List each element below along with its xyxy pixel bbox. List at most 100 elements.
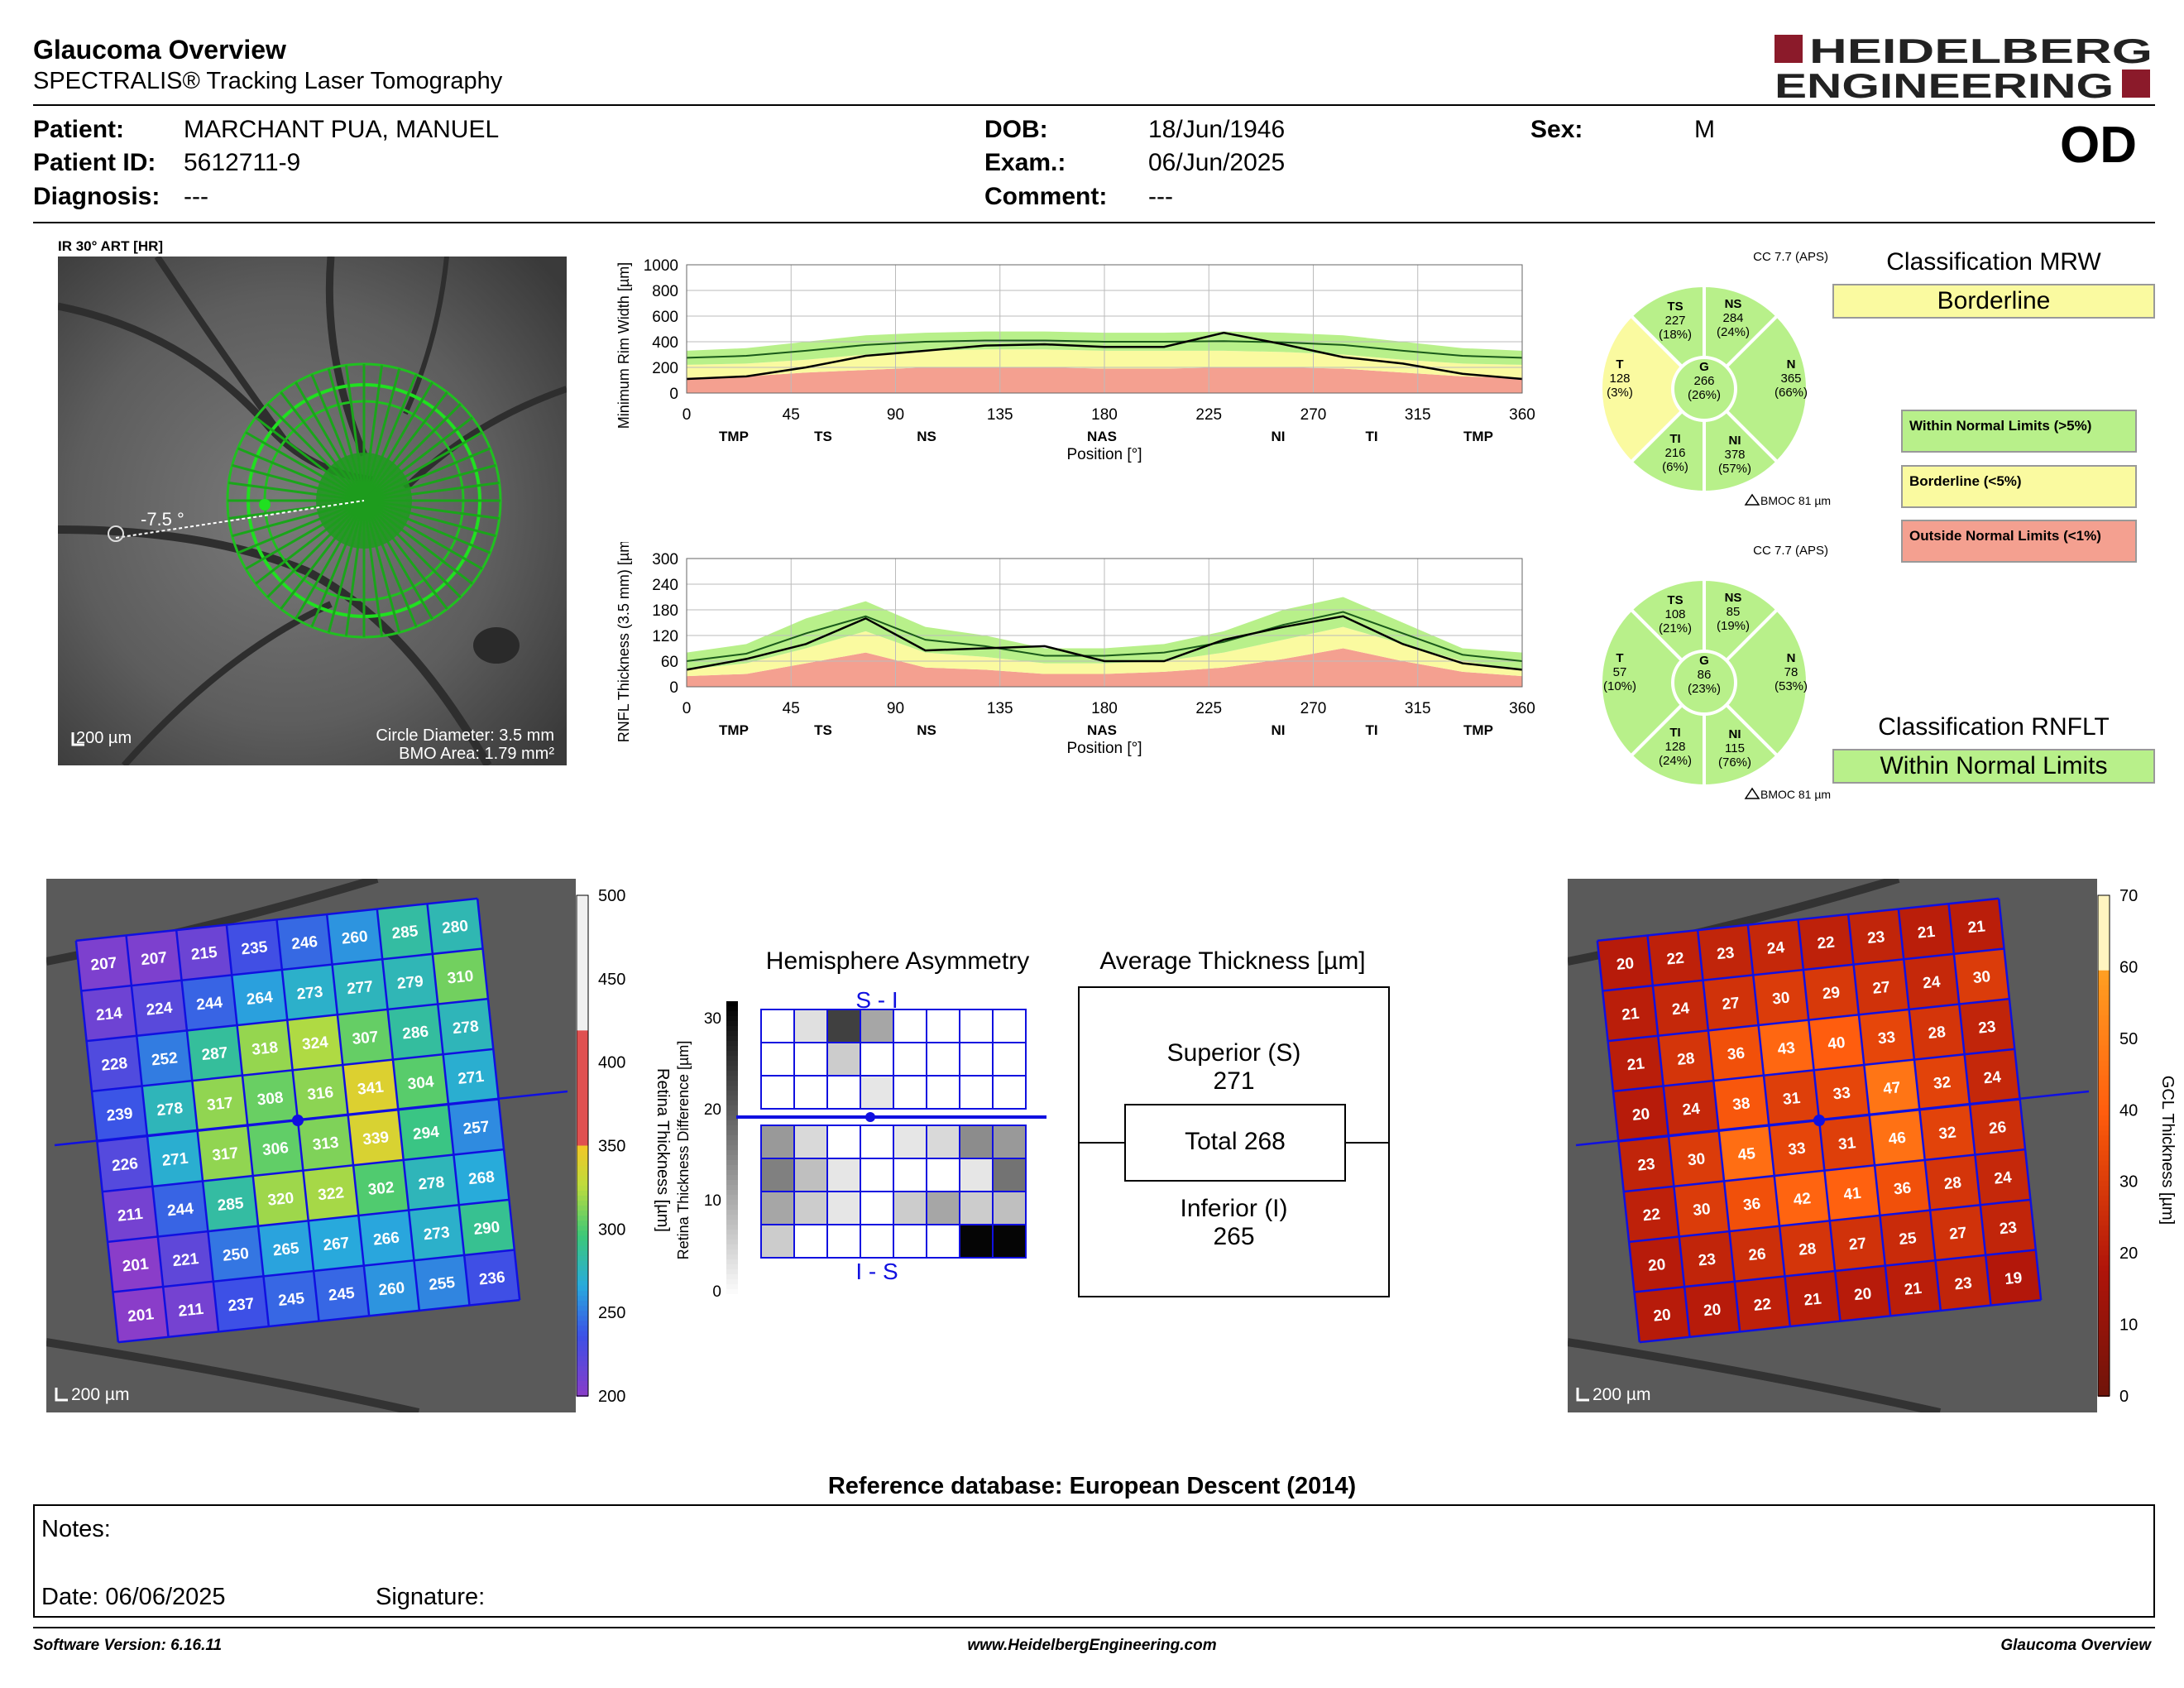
map-cell — [1959, 999, 2015, 1055]
sector-name: TI — [1669, 432, 1680, 446]
sex-value: M — [1694, 116, 1715, 143]
asymmetry-cell — [826, 1009, 861, 1043]
map-cell-value: 273 — [423, 1224, 451, 1244]
map-cell — [1985, 1249, 2042, 1306]
x-tick: 270 — [1300, 700, 1327, 717]
map-cell-value: 41 — [1842, 1185, 1862, 1204]
map-cell-value: 28 — [1928, 1024, 1947, 1043]
map-cell — [1658, 1030, 1714, 1086]
map-cell — [1698, 924, 1754, 981]
superior-label: Superior (S) — [1166, 1039, 1301, 1067]
map-cell-value: 341 — [357, 1078, 385, 1098]
map-cell-value: 23 — [1999, 1219, 2018, 1238]
map-cell-value: 36 — [1727, 1045, 1746, 1064]
normative-mean-line — [686, 339, 1523, 359]
map-cell — [1848, 909, 1904, 965]
map-cell — [1647, 930, 1703, 986]
map-cell — [1798, 914, 1854, 971]
date-label: Date: 06/06/2025 — [41, 1584, 226, 1610]
asymmetry-cell — [992, 1075, 1027, 1110]
asymmetry-cell — [959, 1191, 994, 1225]
asymmetry-cell — [826, 1125, 861, 1159]
y-tick: 200 — [652, 360, 678, 377]
map-cell-value: 20 — [1616, 955, 1635, 974]
mrw-sector-pie: TS 227 (18%) NS 284 (24%) T 128 (3%) G 266 (26%) N 36… — [1572, 248, 1837, 513]
asymmetry-cell — [893, 1158, 927, 1192]
map-cell-value: 33 — [1877, 1029, 1896, 1048]
sector-g — [1671, 650, 1737, 716]
bmoc-label: BMOC 81 µm — [1760, 788, 1831, 801]
map-cell — [1707, 1025, 1764, 1081]
asymmetry-cell — [793, 1191, 828, 1225]
map-cell — [1853, 959, 1909, 1015]
colorbar-tick: 350 — [598, 1138, 625, 1156]
chart-ylabel: Minimum Rim Width [µm] — [615, 262, 632, 429]
map-cell-value: 215 — [190, 944, 218, 964]
asymmetry-cell — [926, 1125, 960, 1159]
map-cell — [131, 980, 187, 1036]
asymmetry-cell — [860, 1158, 894, 1192]
map-cell — [303, 1165, 359, 1221]
y-tick: 240 — [652, 577, 678, 594]
map-cell — [358, 1210, 414, 1266]
x-tick: 135 — [987, 700, 1013, 717]
website-link[interactable]: www.HeidelbergEngineering.com — [967, 1637, 1217, 1654]
colorbar-tick: 40 — [2119, 1101, 2138, 1120]
map-cell-value: 285 — [217, 1195, 245, 1215]
legend-outside-normal: Outside Normal Limits (<1%) — [1901, 520, 2137, 563]
map-cell — [1829, 1215, 1885, 1271]
map-cell-value: 244 — [166, 1200, 194, 1220]
asymmetry-cell — [793, 1042, 828, 1077]
map-cell — [1747, 919, 1803, 976]
sector-value: 365 — [1780, 372, 1801, 386]
sector-label: TMP — [719, 722, 749, 738]
map-cell-value: 339 — [362, 1129, 390, 1149]
asymmetry-cell — [959, 1158, 994, 1192]
map-cell-value: 280 — [441, 918, 469, 938]
asymmetry-bottom-label: I - S — [855, 1259, 898, 1284]
map-cell — [314, 1265, 370, 1321]
map-cell-value: 23 — [1636, 1156, 1655, 1175]
map-cell-value: 24 — [1766, 939, 1786, 958]
map-cell — [1758, 1019, 1814, 1076]
asymmetry-cell — [826, 1042, 861, 1077]
colorbar-tick: 300 — [598, 1220, 625, 1239]
map-cell — [1669, 1130, 1725, 1187]
asymmetry-cell — [893, 1042, 927, 1077]
asymmetry-grid: 30 20 10 0 Retina Thickness Difference [µm] S… — [670, 985, 1067, 1316]
map-cell-value: 290 — [473, 1219, 501, 1239]
map-cell — [1684, 1281, 1741, 1337]
map-cell — [81, 985, 137, 1042]
map-cell-value: 246 — [290, 933, 318, 953]
circle-diameter-label: Circle Diameter: 3.5 mm — [376, 727, 554, 745]
map-cell — [414, 1254, 470, 1311]
map-cell — [237, 1019, 293, 1076]
measured-line — [686, 615, 1523, 671]
map-cell-value: 264 — [246, 989, 274, 1009]
asymmetry-tick: 0 — [712, 1283, 721, 1301]
sector-percent: (66%) — [1774, 386, 1808, 400]
asymmetry-cell — [959, 1075, 994, 1110]
map-cell-value: 207 — [90, 954, 118, 974]
map-cell — [192, 1075, 248, 1131]
map-cell — [226, 919, 282, 976]
map-cell-value: 33 — [1832, 1084, 1851, 1103]
asymmetry-cell — [992, 1125, 1027, 1159]
map-cell-value: 24 — [1682, 1101, 1702, 1120]
x-tick: 360 — [1509, 700, 1535, 717]
asymmetry-cell — [860, 1042, 894, 1077]
asymmetry-tick: 20 — [704, 1101, 721, 1119]
map-cell — [1869, 1110, 1925, 1166]
map-cell-value: 285 — [391, 923, 419, 942]
asymmetry-cell — [826, 1158, 861, 1192]
map-cell-value: 20 — [1703, 1301, 1722, 1320]
map-cell — [1623, 1186, 1679, 1242]
map-cell — [1913, 1054, 1970, 1110]
ir-fundus-image: -7.5 ° 200 µm Circle Diameter: 3.5 mm BM… — [58, 257, 567, 765]
asymmetry-cell — [860, 1191, 894, 1225]
map-cell-value: 310 — [447, 967, 475, 987]
asymmetry-tick: 10 — [704, 1192, 721, 1210]
map-cell-value: 252 — [151, 1049, 179, 1069]
map-cell-value: 278 — [452, 1018, 480, 1038]
map-cell — [1612, 1086, 1669, 1142]
